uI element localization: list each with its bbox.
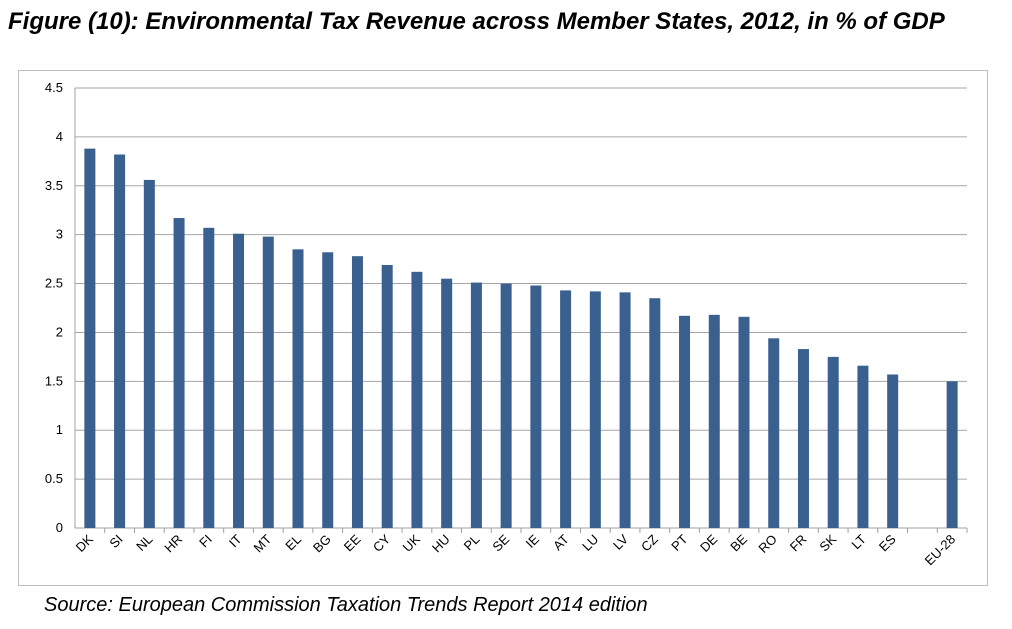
bar: [589, 291, 601, 528]
x-tick-label: PT: [668, 531, 690, 553]
y-tick-label: 2.5: [45, 276, 63, 291]
x-tick-label: HU: [429, 532, 453, 556]
x-tick-label: CY: [370, 531, 394, 555]
bar: [827, 356, 839, 528]
x-tick-label: UK: [400, 531, 424, 555]
x-tick-label: ES: [876, 531, 899, 554]
bar: [351, 256, 363, 528]
y-tick-label: 4.5: [45, 80, 63, 95]
source-note: Source: European Commission Taxation Tre…: [44, 594, 648, 616]
y-tick-label: 4: [56, 129, 63, 144]
x-tick-label: LU: [579, 532, 601, 554]
bar: [381, 264, 393, 528]
figure-title: Figure (10): Environmental Tax Revenue a…: [8, 8, 945, 35]
x-tick-label: SE: [489, 531, 512, 554]
x-tick-label: RO: [755, 532, 779, 556]
x-tick-label: IT: [226, 531, 245, 550]
y-tick-label: 1.5: [45, 373, 63, 388]
x-tick-label: SI: [106, 532, 125, 551]
x-tick-label: DK: [73, 531, 97, 555]
x-tick-label: SK: [816, 531, 839, 554]
x-tick-label: EU-28: [922, 532, 959, 569]
y-tick-label: 0.5: [45, 471, 63, 486]
x-tick-label: LT: [848, 531, 869, 552]
bar: [233, 233, 245, 528]
bar: [292, 249, 304, 529]
bar: [857, 365, 869, 528]
x-tick-label: EL: [282, 532, 304, 554]
x-tick-label: PL: [461, 532, 483, 554]
x-tick-label: FI: [196, 532, 215, 551]
x-tick-label: IE: [523, 531, 543, 551]
x-tick-label: HR: [161, 532, 185, 556]
x-tick-label: BG: [310, 532, 334, 556]
bar: [114, 154, 126, 528]
x-tick-label: CZ: [638, 531, 661, 554]
x-tick-label: EE: [341, 531, 364, 554]
bar: [441, 278, 453, 528]
bar: [143, 179, 155, 528]
bar: [738, 316, 750, 528]
x-tick-label: LV: [610, 531, 631, 552]
bar: [619, 292, 631, 528]
x-tick-label: FR: [787, 532, 810, 555]
y-tick-label: 1: [56, 422, 63, 437]
x-axis-ticks: DK SI NL HR FI IT MT EL BG EE CY UK HU PL SE IE AT LU LV CZ…: [73, 531, 959, 568]
bar-chart: 0 0.5 1 1.5 2 2.5 3 3.5 4 4.5 DK SI NL HR FI IT MT EL BG E…: [45, 80, 968, 568]
bar: [946, 381, 958, 528]
bar: [679, 315, 691, 528]
y-tick-label: 3: [56, 227, 63, 242]
bar: [649, 298, 661, 528]
bar: [708, 314, 720, 528]
gridlines: [74, 87, 968, 533]
bar: [84, 148, 96, 528]
y-tick-label: 2: [56, 324, 63, 339]
bar: [560, 290, 572, 528]
x-tick-label: MT: [251, 531, 275, 555]
bar: [262, 236, 274, 528]
y-tick-label: 0: [56, 520, 63, 535]
bar: [203, 227, 215, 529]
y-axis-ticks: 0 0.5 1 1.5 2 2.5 3 3.5 4 4.5: [45, 80, 63, 535]
bars: [84, 148, 958, 529]
bar: [887, 374, 899, 528]
x-tick-label: NL: [133, 532, 155, 554]
bar: [173, 218, 185, 529]
bar: [411, 271, 423, 528]
bar: [470, 282, 482, 528]
x-tick-label: BE: [727, 531, 750, 554]
bar: [530, 285, 542, 528]
chart-area: 0 0.5 1 1.5 2 2.5 3 3.5 4 4.5 DK SI NL HR FI IT MT EL BG E…: [18, 70, 988, 586]
y-tick-label: 3.5: [45, 178, 63, 193]
x-tick-label: AT: [550, 531, 572, 553]
bar: [322, 252, 334, 528]
bar: [768, 338, 780, 528]
x-tick-label: DE: [697, 531, 721, 555]
bar: [500, 283, 512, 528]
bar: [797, 349, 809, 528]
